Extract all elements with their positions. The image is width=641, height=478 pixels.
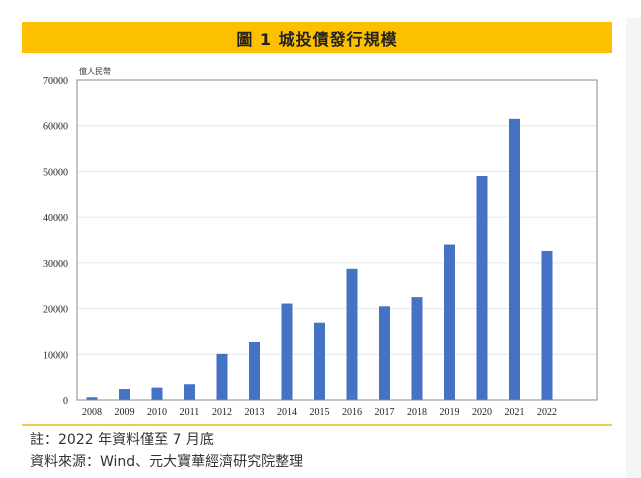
x-tick-label: 2019	[440, 407, 460, 418]
bar-2016	[346, 268, 358, 400]
bar-2010	[151, 387, 163, 400]
bar-2009	[119, 389, 130, 400]
x-tick-label: 2015	[310, 407, 330, 418]
y-tick-label: 20000	[43, 305, 68, 316]
y-tick-label: 70000	[43, 76, 68, 87]
x-tick-label: 2014	[277, 407, 297, 418]
chart-title-banner: 圖 1 城投債發行規模	[22, 22, 612, 53]
bar-2011	[184, 384, 195, 400]
x-tick-label: 2020	[472, 407, 492, 418]
bar-2012	[216, 353, 228, 400]
bar-2008	[86, 397, 98, 400]
x-tick-label: 2008	[82, 407, 102, 418]
bar-2022	[541, 250, 553, 400]
source-note: 資料來源：Wind、元大寶華經濟研究院整理	[30, 454, 304, 470]
bar-2021	[509, 118, 520, 400]
y-axis-unit-label: 億人民幣	[79, 66, 111, 76]
bar-2018	[411, 297, 423, 400]
y-tick-label: 60000	[43, 122, 68, 133]
y-tick-label: 30000	[43, 259, 68, 270]
x-tick-label: 2022	[537, 407, 557, 418]
bar-chart: 億人民幣 0 10000 20000 30000 40000 50000 60000 7000…	[43, 66, 598, 418]
y-tick-label: 50000	[43, 167, 68, 178]
x-tick-label: 2013	[245, 407, 265, 418]
divider-rule	[22, 424, 612, 426]
x-tick-label: 2016	[342, 407, 362, 418]
plot-frame	[76, 79, 598, 401]
y-tick-label: 0	[63, 396, 68, 407]
x-tick-label: 2021	[505, 407, 525, 418]
footnote: 註：2022 年資料僅至 7 月底	[30, 432, 214, 448]
chart-title: 圖 1 城投債發行規模	[236, 29, 398, 49]
bar-2019	[444, 244, 455, 400]
x-tick-label: 2017	[375, 407, 395, 418]
x-tick-label: 2010	[147, 407, 167, 418]
x-tick-label: 2011	[180, 407, 200, 418]
bar-2020	[476, 176, 488, 400]
y-tick-label: 40000	[43, 213, 68, 224]
bar-2014	[281, 303, 293, 400]
bar-2015	[314, 322, 325, 400]
side-panel	[626, 18, 641, 478]
x-tick-label: 2009	[115, 407, 135, 418]
x-tick-label: 2018	[407, 407, 427, 418]
bar-2017	[379, 306, 390, 400]
x-tick-label: 2012	[212, 407, 232, 418]
bar-2013	[249, 341, 260, 400]
y-tick-label: 10000	[43, 350, 68, 361]
